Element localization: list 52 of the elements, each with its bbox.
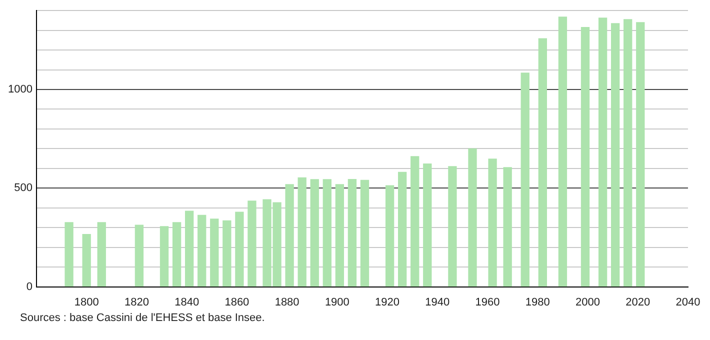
bar bbox=[598, 18, 608, 287]
bar bbox=[385, 185, 394, 287]
bar bbox=[235, 212, 244, 287]
x-tick-label: 2000 bbox=[576, 296, 600, 308]
bar bbox=[520, 72, 530, 287]
bar bbox=[172, 222, 182, 287]
bar bbox=[360, 180, 370, 287]
x-tick-label: 1840 bbox=[174, 296, 200, 308]
y-tick-label: 0 bbox=[26, 280, 32, 293]
bar bbox=[611, 23, 620, 287]
bar bbox=[298, 177, 306, 287]
x-tick-label: 1940 bbox=[425, 296, 450, 308]
bar bbox=[348, 178, 357, 287]
bar bbox=[423, 164, 432, 287]
bar bbox=[285, 184, 294, 287]
bar bbox=[210, 218, 219, 287]
x-tick-label: 1920 bbox=[375, 296, 400, 308]
x-tick-label: 2040 bbox=[676, 296, 700, 308]
bar bbox=[538, 38, 547, 287]
bar bbox=[503, 167, 512, 287]
bar bbox=[448, 166, 457, 287]
bar bbox=[160, 226, 169, 287]
bar bbox=[310, 179, 319, 287]
bar bbox=[398, 172, 407, 287]
bar bbox=[97, 222, 106, 287]
bar bbox=[134, 224, 144, 287]
x-tick-label: 1900 bbox=[324, 296, 350, 308]
x-tick-label: 1800 bbox=[74, 296, 99, 308]
x-tick-label: 1820 bbox=[124, 296, 149, 308]
bar bbox=[82, 234, 91, 287]
x-tick-label: 1860 bbox=[224, 296, 250, 308]
bar bbox=[64, 222, 74, 287]
bar bbox=[410, 156, 420, 287]
x-tick-label: 1980 bbox=[525, 296, 550, 308]
x-tick-label: 2020 bbox=[626, 296, 650, 308]
source-note: Sources : base Cassini de l'EHESS et base Insee. bbox=[20, 312, 266, 324]
bar bbox=[248, 200, 256, 287]
bar bbox=[185, 210, 194, 287]
bar bbox=[322, 179, 332, 287]
bar bbox=[580, 27, 590, 287]
bar bbox=[335, 184, 344, 287]
y-tick-label: 1000 bbox=[8, 84, 32, 96]
bar bbox=[624, 19, 632, 287]
bar bbox=[636, 22, 645, 287]
bar bbox=[222, 220, 232, 287]
bar bbox=[468, 148, 477, 287]
x-tick-label: 1960 bbox=[475, 296, 500, 308]
bar bbox=[198, 214, 206, 287]
bar bbox=[558, 16, 568, 287]
y-tick-label: 500 bbox=[14, 182, 32, 194]
bar bbox=[488, 158, 497, 287]
x-tick-label: 1880 bbox=[274, 296, 300, 308]
